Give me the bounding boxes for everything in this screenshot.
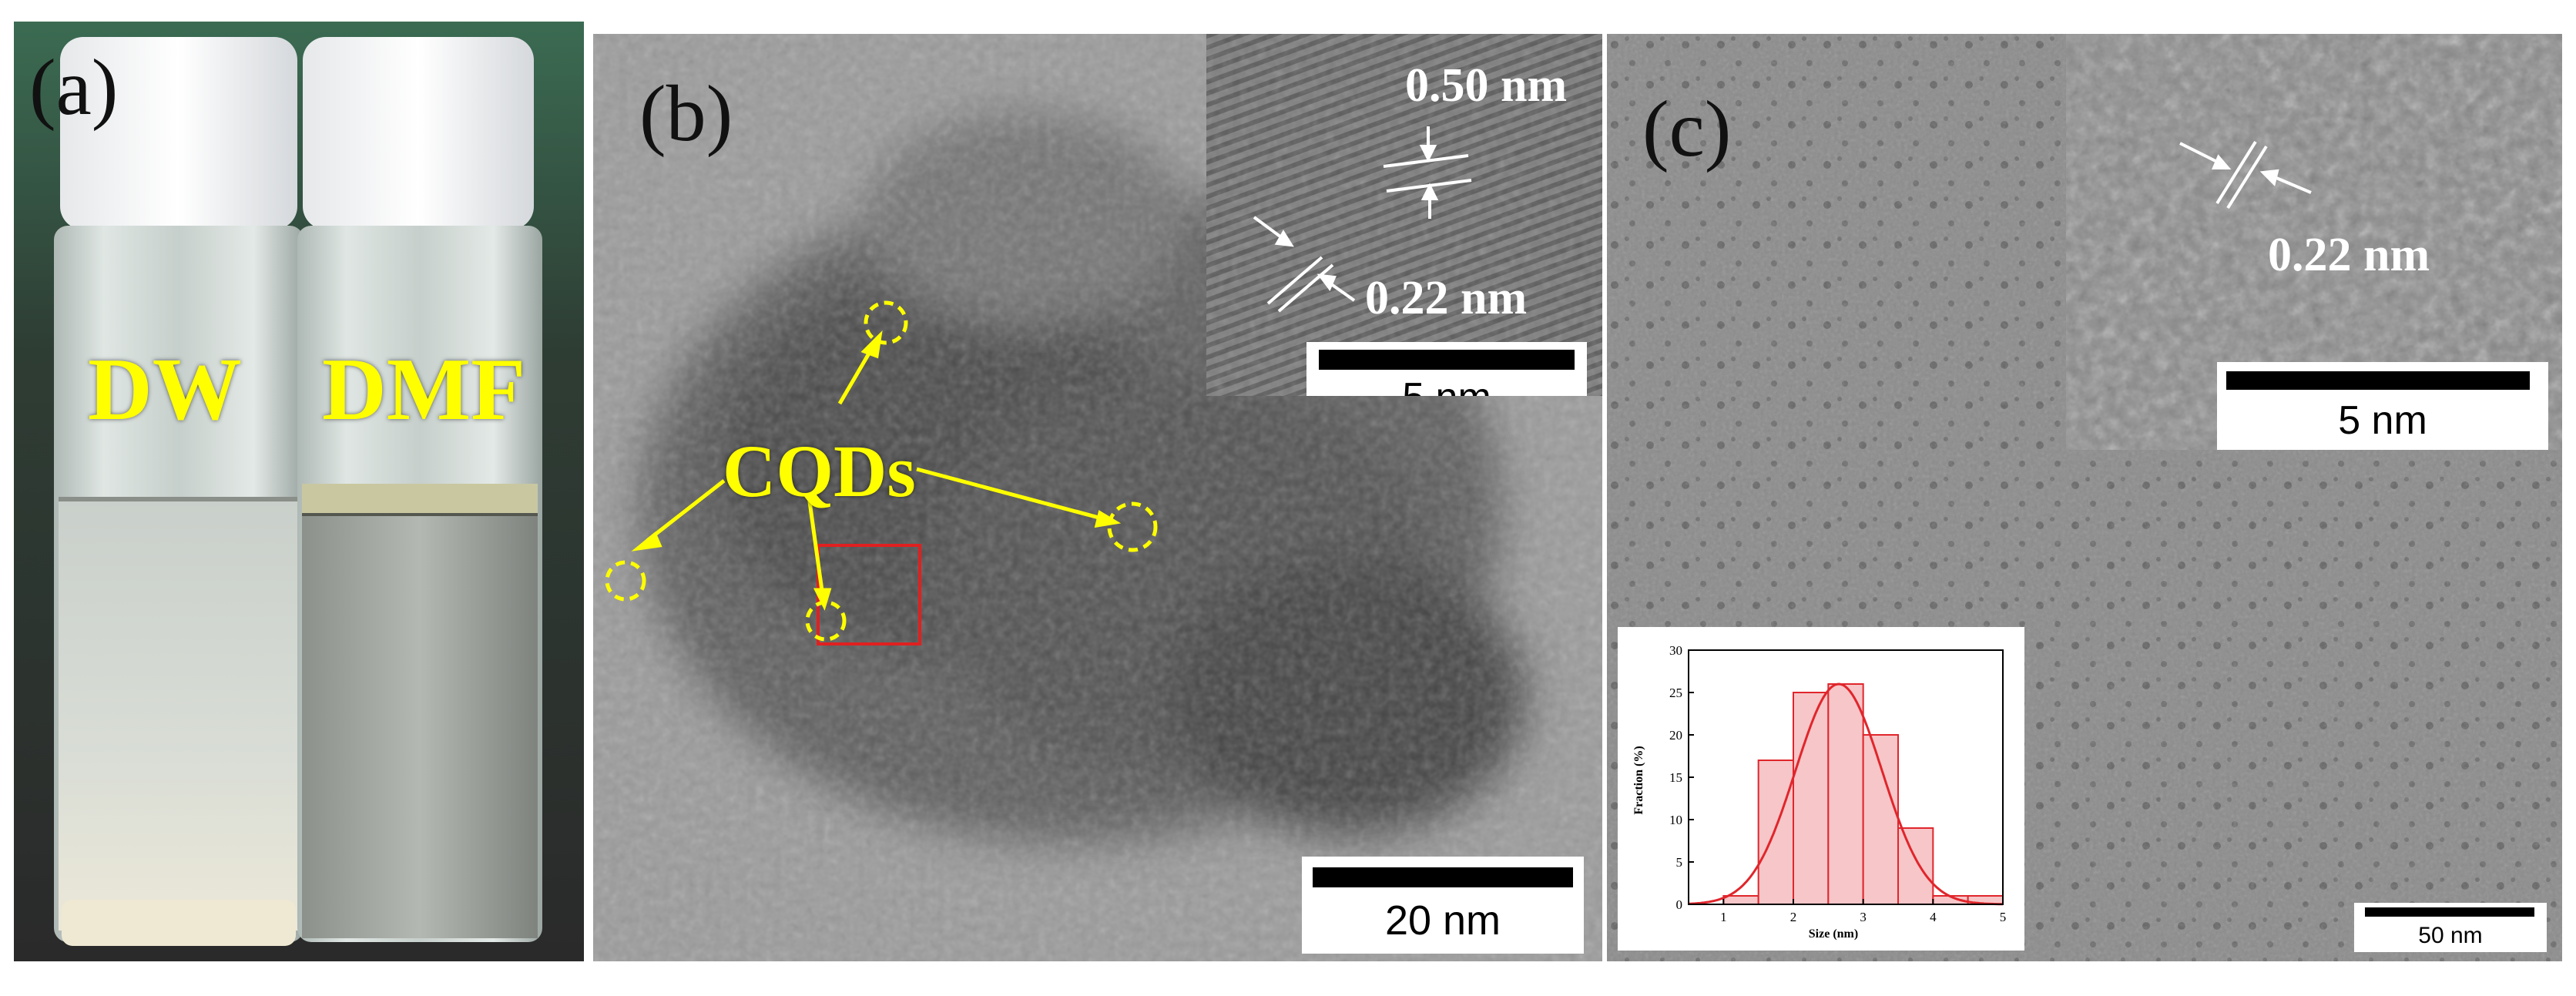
scalebar-box-b: 20 nm (1302, 857, 1584, 954)
inset-scalebar-b (1319, 350, 1575, 370)
size-distribution-chart: 1 2 3 4 5 0 5 10 15 20 25 30 Fraction (%) Size (nm) (1618, 627, 2024, 951)
x-tick-label: 5 (2000, 910, 2007, 924)
scalebar-b (1313, 867, 1573, 887)
cqd-circle-3 (805, 600, 847, 642)
panel-b-tem: (b) CQDs 0.50 nm 0.22 nm 5 nm 20 n (593, 34, 1602, 961)
panel-b-label: (b) (639, 69, 733, 158)
inset-scalebar-label-b: 5 nm (1306, 377, 1587, 396)
y-tick-label: 30 (1669, 643, 1682, 658)
histogram-bar-1 (1722, 895, 1759, 905)
scalebar-box-c: 50 nm (2354, 903, 2547, 952)
vial-label-dw: DW (88, 340, 242, 439)
panel-c-inset: 0.22 nm 5 nm (2066, 34, 2562, 450)
panel-c-label: (c) (1642, 85, 1732, 173)
lattice-spacing-050: 0.50 nm (1405, 59, 1568, 112)
lattice-spacing-022-b: 0.22 nm (1365, 272, 1528, 324)
chart-ylabel: Fraction (%) (1632, 746, 1645, 815)
cqd-circle-2 (605, 560, 646, 602)
y-tick-label: 25 (1669, 686, 1682, 700)
vial-photo (14, 22, 584, 961)
histogram-bar-5 (1862, 734, 1899, 905)
panel-a-label: (a) (29, 43, 119, 132)
x-tick-label: 4 (1930, 910, 1937, 924)
y-tick-label: 15 (1669, 770, 1682, 785)
inset-scalebar-box-b: 5 nm (1306, 342, 1587, 396)
x-tick-label: 3 (1860, 910, 1867, 924)
y-tick-label: 5 (1676, 855, 1683, 870)
chart-xlabel: Size (nm) (1808, 927, 1859, 941)
cqd-circle-4 (1107, 501, 1158, 552)
y-tick-label: 10 (1669, 813, 1682, 827)
histogram-bar-2 (1757, 760, 1795, 905)
inset-scalebar-c (2226, 371, 2530, 390)
panel-b-inset: 0.50 nm 0.22 nm 5 nm (1206, 34, 1602, 396)
y-tick-label: 20 (1669, 728, 1682, 743)
inset-scalebar-label-c: 5 nm (2338, 398, 2427, 443)
lattice-spacing-022-c: 0.22 nm (2268, 229, 2430, 281)
gaussian-fit-line (1688, 682, 2003, 906)
cqd-circle-1 (864, 300, 908, 345)
histogram-bar-4 (1827, 683, 1864, 905)
y-tick-label: 0 (1676, 897, 1683, 912)
scalebar-label-b: 20 nm (1384, 897, 1501, 944)
inset-scalebar-box-c: 5 nm (2217, 362, 2548, 450)
scalebar-label-c: 50 nm (2418, 923, 2483, 948)
vial-liquid-right (302, 491, 538, 938)
histogram-svg: 1 2 3 4 5 0 5 10 15 20 25 30 (1669, 643, 2007, 924)
cqd-label: CQDs (723, 430, 916, 512)
histogram-bar-6 (1897, 827, 1934, 905)
panel-a-photo: (a) DW DMF (14, 22, 584, 961)
x-tick-label: 1 (1720, 910, 1727, 924)
vial-label-dmf: DMF (322, 340, 526, 439)
x-tick-label: 2 (1790, 910, 1797, 924)
scalebar-c (2365, 907, 2534, 917)
vial-cap-left (60, 37, 297, 230)
panel-c-tem: (c) 0.22 nm 5 nm (1607, 34, 2562, 961)
hrtem-inset-b (1206, 34, 1602, 396)
vial-cap-right (303, 37, 534, 230)
vial-liquid-left (59, 499, 299, 931)
